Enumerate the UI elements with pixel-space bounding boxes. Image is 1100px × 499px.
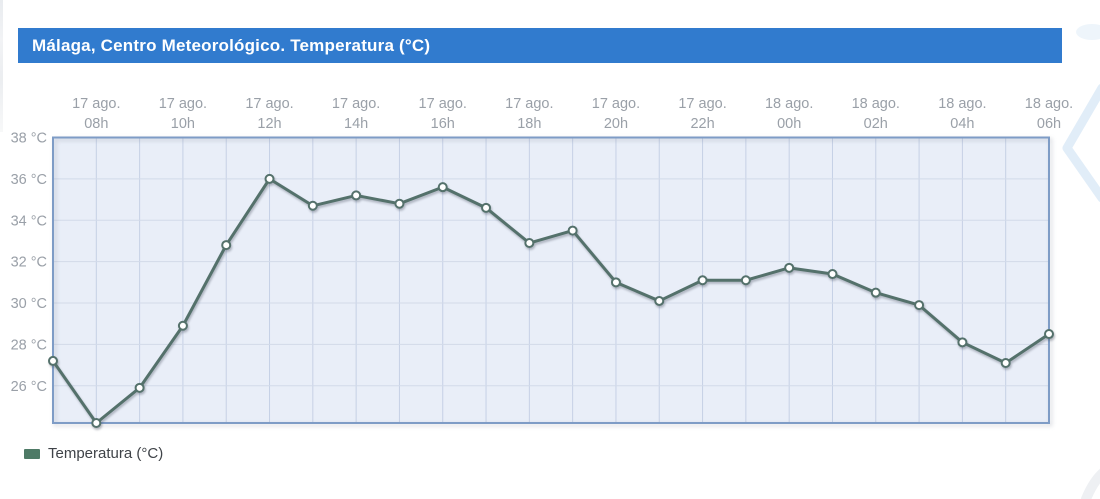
data-point-marker[interactable] bbox=[481, 202, 492, 213]
data-point-marker[interactable] bbox=[524, 238, 535, 249]
x-tick-label-day: 17 ago. bbox=[72, 96, 120, 112]
x-tick-label-hour: 06h bbox=[1037, 116, 1061, 132]
y-axis-labels: 38 °C 36 °C 34 °C 32 °C 30 °C 28 °C 26 °C bbox=[11, 131, 47, 395]
data-point-marker[interactable] bbox=[307, 200, 318, 211]
data-point-marker[interactable] bbox=[264, 173, 275, 184]
data-point-marker[interactable] bbox=[91, 418, 102, 428]
chart-title-bar: Málaga, Centro Meteorológico. Temperatur… bbox=[18, 28, 1062, 63]
x-tick-label-day: 17 ago. bbox=[678, 96, 726, 112]
x-tick-label-day: 18 ago. bbox=[1025, 96, 1073, 112]
y-tick-label: 28 °C bbox=[11, 337, 47, 353]
legend-swatch bbox=[24, 448, 40, 459]
legend-item-temperatura[interactable]: Temperatura (°C) bbox=[24, 445, 163, 462]
y-tick-label: 32 °C bbox=[11, 255, 47, 271]
x-tick-label-hour: 16h bbox=[431, 116, 455, 132]
temperature-line bbox=[51, 177, 1051, 425]
data-point-marker[interactable] bbox=[351, 190, 362, 201]
x-tick-label-day: 17 ago. bbox=[419, 96, 467, 112]
data-point-marker[interactable] bbox=[654, 295, 665, 306]
data-point-marker[interactable] bbox=[394, 198, 405, 209]
temperature-series bbox=[48, 173, 1054, 428]
y-tick-label: 36 °C bbox=[11, 172, 47, 188]
data-point-marker[interactable] bbox=[134, 382, 145, 393]
data-point-marker[interactable] bbox=[177, 320, 188, 331]
x-tick-label-hour: 10h bbox=[171, 116, 195, 132]
data-point-marker[interactable] bbox=[1044, 329, 1054, 340]
data-point-marker[interactable] bbox=[610, 277, 621, 288]
data-point-marker[interactable] bbox=[870, 287, 881, 298]
chart-title: Málaga, Centro Meteorológico. Temperatur… bbox=[32, 35, 431, 55]
data-point-marker[interactable] bbox=[48, 355, 58, 366]
data-point-marker[interactable] bbox=[567, 225, 578, 236]
x-tick-label-hour: 00h bbox=[777, 116, 801, 132]
x-tick-label-day: 18 ago. bbox=[938, 96, 986, 112]
x-tick-label-day: 17 ago. bbox=[159, 96, 207, 112]
data-point-marker[interactable] bbox=[914, 300, 925, 311]
x-tick-label-hour: 12h bbox=[257, 116, 281, 132]
plot-border bbox=[52, 136, 1050, 424]
data-point-marker[interactable] bbox=[957, 337, 968, 348]
x-tick-label-hour: 04h bbox=[950, 116, 974, 132]
data-point-marker[interactable] bbox=[437, 182, 448, 193]
x-tick-label-hour: 22h bbox=[690, 116, 714, 132]
x-tick-label-day: 17 ago. bbox=[505, 96, 553, 112]
data-point-marker[interactable] bbox=[221, 240, 232, 251]
x-tick-label-hour: 20h bbox=[604, 116, 628, 132]
x-tick-label-day: 17 ago. bbox=[332, 96, 380, 112]
data-point-marker[interactable] bbox=[1000, 358, 1011, 369]
gridlines bbox=[52, 137, 1050, 423]
cropped-edge-artifact bbox=[0, 0, 3, 132]
data-point-marker[interactable] bbox=[740, 275, 751, 286]
y-tick-label: 34 °C bbox=[11, 213, 47, 229]
x-tick-label-day: 17 ago. bbox=[245, 96, 293, 112]
x-tick-label-hour: 14h bbox=[344, 116, 368, 132]
x-tick-label-day: 18 ago. bbox=[765, 96, 813, 112]
data-point-marker[interactable] bbox=[697, 275, 708, 286]
y-tick-label: 30 °C bbox=[11, 296, 47, 312]
data-point-marker[interactable] bbox=[784, 262, 795, 273]
x-tick-label-day: 18 ago. bbox=[852, 96, 900, 112]
background-watermark bbox=[1062, 24, 1100, 499]
x-tick-label-hour: 18h bbox=[517, 116, 541, 132]
x-axis-labels: 17 ago. 08h 17 ago. 10h 17 ago. 12h 17 ago. 14h… bbox=[72, 96, 1073, 132]
plot-area bbox=[53, 137, 1049, 423]
x-tick-label-hour: 08h bbox=[84, 116, 108, 132]
legend-label: Temperatura (°C) bbox=[48, 445, 164, 462]
x-tick-label-day: 17 ago. bbox=[592, 96, 640, 112]
y-tick-label: 26 °C bbox=[11, 379, 47, 395]
x-tick-label-hour: 02h bbox=[864, 116, 888, 132]
y-tick-label: 38 °C bbox=[11, 131, 47, 147]
data-point-marker[interactable] bbox=[827, 269, 838, 280]
